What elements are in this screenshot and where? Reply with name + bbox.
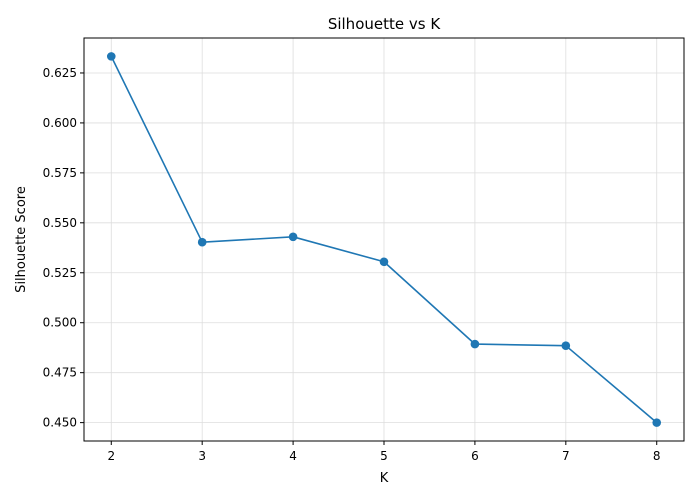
y-tick-label: 0.600 [43,116,77,130]
y-axis: 0.450 0.475 0.500 0.525 0.550 0.575 0.600 0.625 [43,66,84,430]
data-point [197,237,207,247]
x-tick-label: 2 [107,449,115,463]
data-point [379,257,389,267]
grid [84,38,684,441]
y-axis-label: Silhouette Score [14,186,29,293]
chart-title: Silhouette vs K [328,15,441,33]
x-tick-label: 4 [289,449,297,463]
data-point [561,341,571,350]
y-tick-label: 0.475 [43,366,77,380]
y-tick-label: 0.500 [43,316,77,330]
data-point [288,232,298,242]
y-tick-label: 0.450 [43,416,77,430]
data-point [470,339,480,349]
y-tick-label: 0.575 [43,166,77,180]
x-tick-label: 8 [653,449,661,463]
y-tick-label: 0.550 [43,216,77,230]
y-tick-label: 0.525 [43,266,77,280]
x-tick-label: 5 [380,449,388,463]
y-tick-label: 0.625 [43,66,77,80]
x-axis: 2 3 4 5 6 7 8 [107,441,661,463]
data-point [652,418,662,427]
x-tick-label: 6 [471,449,479,463]
series-layer [106,52,662,427]
data-point [106,52,116,61]
x-axis-label: K [380,471,389,486]
x-tick-label: 3 [198,449,206,463]
x-tick-label: 7 [562,449,570,463]
